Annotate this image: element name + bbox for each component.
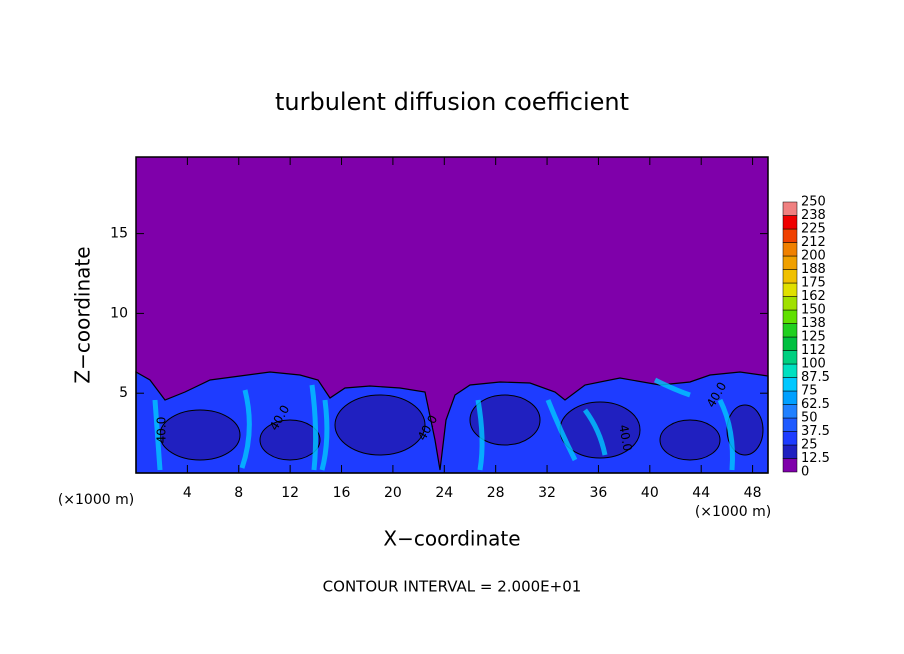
field-streak: [309, 384, 319, 471]
field-blob: [726, 404, 764, 456]
field-blob: [159, 409, 241, 461]
colorbar-label: 0: [801, 465, 809, 480]
colorbar-label: 150: [801, 303, 826, 318]
field-streak: [239, 389, 252, 469]
x-tick-label: 24: [435, 485, 453, 501]
y-tick-label: 5: [119, 385, 128, 401]
x-tick-label: 40: [641, 485, 659, 501]
field-streak: [545, 399, 578, 462]
footnote: CONTOUR INTERVAL = 2.000E+01: [323, 578, 582, 596]
field-blob: [659, 419, 721, 461]
colorbar-segment: [782, 336, 798, 351]
colorbar-segment: [782, 390, 798, 405]
colorbar-segment: [782, 363, 798, 378]
field-streak: [653, 377, 691, 398]
field-streak: [319, 399, 330, 471]
colorbar-segment: [782, 228, 798, 243]
contour-label: 40.0: [155, 417, 169, 444]
contour-label: 40.0: [616, 424, 634, 453]
colorbar-segment: [782, 255, 798, 270]
colorbar-label: 175: [801, 276, 826, 291]
field-streak: [582, 408, 608, 456]
colorbar-segment: [782, 431, 798, 446]
y-axis-label: Z−coordinate: [71, 246, 95, 383]
y-tick-label: 10: [110, 305, 128, 321]
colorbar-label: 112: [801, 343, 826, 358]
unit-label: (×1000 m): [695, 504, 771, 520]
colorbar-label: 238: [801, 208, 826, 223]
colorbar-label: 212: [801, 235, 826, 250]
colorbar-label: 162: [801, 289, 826, 304]
x-tick-label: 20: [384, 485, 402, 501]
x-tick-label: 28: [487, 485, 505, 501]
x-tick-label: 4: [183, 485, 192, 501]
unit-label: (×1000 m): [58, 492, 134, 508]
field-streak: [717, 398, 735, 471]
colorbar-label: 188: [801, 262, 826, 277]
field-streak: [152, 399, 163, 471]
colorbar-segment: [782, 404, 798, 419]
y-tick-label: 15: [110, 226, 128, 242]
x-tick-label: 48: [744, 485, 762, 501]
colorbar-segment: [782, 215, 798, 230]
colorbar-label: 12.5: [801, 451, 830, 466]
colorbar-label: 125: [801, 330, 826, 345]
x-tick-label: 12: [281, 485, 299, 501]
x-tick-label: 8: [234, 485, 243, 501]
colorbar-label: 75: [801, 384, 818, 399]
x-tick-label: 36: [590, 485, 608, 501]
field-blob: [334, 394, 426, 456]
x-tick-label: 32: [538, 485, 556, 501]
colorbar-segment: [782, 417, 798, 432]
colorbar-segment: [782, 323, 798, 338]
colorbar-label: 37.5: [801, 424, 830, 439]
field-streak: [475, 399, 485, 471]
field-blob: [469, 394, 541, 446]
colorbar-segment: [782, 242, 798, 257]
field-blob: [259, 419, 321, 461]
colorbar-segment: [782, 201, 798, 216]
plot-frame: [135, 156, 769, 474]
x-tick-label: 16: [333, 485, 351, 501]
colorbar-segment: [782, 282, 798, 297]
colorbar-label: 138: [801, 316, 826, 331]
colorbar-label: 250: [801, 195, 826, 210]
colorbar-label: 62.5: [801, 397, 830, 412]
x-axis-label: X−coordinate: [383, 527, 520, 551]
colorbar-label: 225: [801, 222, 826, 237]
colorbar-label: 50: [801, 411, 818, 426]
colorbar-segment: [782, 296, 798, 311]
colorbar-label: 25: [801, 438, 818, 453]
colorbar-segment: [782, 444, 798, 459]
plot-area: 40.0 40.0 40.0 40.040.0: [135, 157, 769, 474]
colorbar-segment: [782, 269, 798, 284]
colorbar-segment: [782, 458, 798, 473]
x-tick-label: 44: [692, 485, 710, 501]
colorbar-segment: [782, 350, 798, 365]
colorbar-label: 200: [801, 249, 826, 264]
colorbar-label: 87.5: [801, 370, 830, 385]
colorbar-segment: [782, 377, 798, 392]
colorbar-segment: [782, 309, 798, 324]
chart-title: turbulent diffusion coefficient: [275, 88, 629, 116]
colorbar-label: 100: [801, 357, 826, 372]
